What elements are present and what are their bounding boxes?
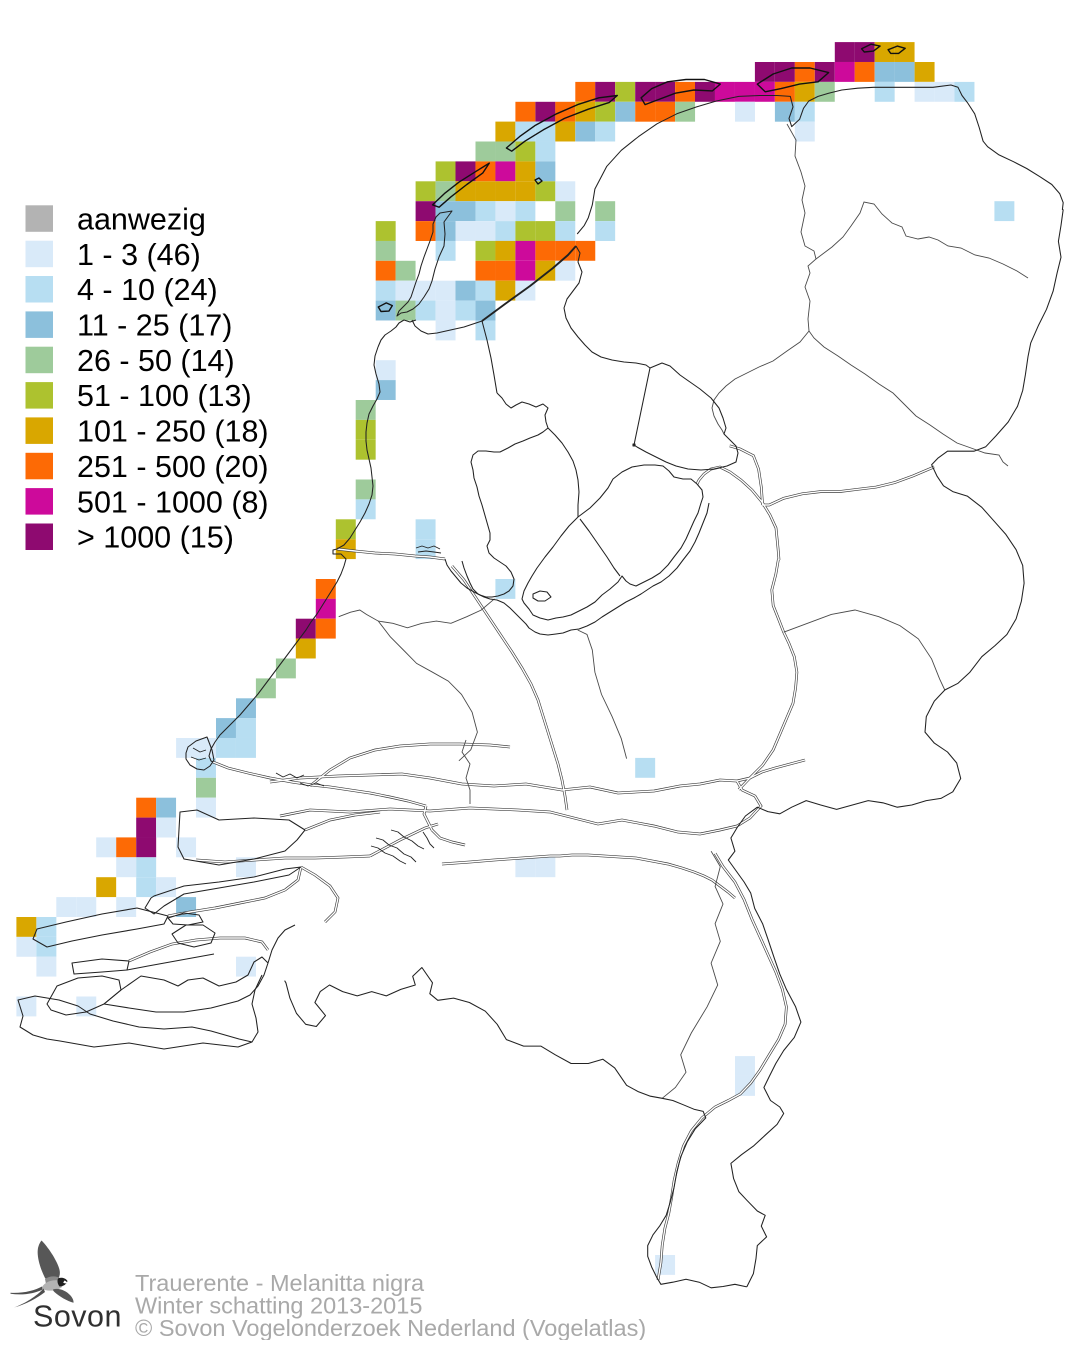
svg-text:251 - 500 (20): 251 - 500 (20) bbox=[77, 450, 269, 484]
svg-text:101 - 250 (18): 101 - 250 (18) bbox=[77, 415, 269, 449]
svg-text:Trauerente - Melanitta nigra: Trauerente - Melanitta nigra bbox=[135, 1270, 425, 1296]
svg-text:11 - 25 (17): 11 - 25 (17) bbox=[77, 309, 232, 343]
svg-text:> 1000 (15): > 1000 (15) bbox=[77, 521, 234, 555]
svg-text:26 - 50 (14): 26 - 50 (14) bbox=[77, 344, 235, 378]
svg-text:1 - 3 (46): 1 - 3 (46) bbox=[77, 238, 201, 272]
svg-text:© Sovon Vogelonderzoek Nederla: © Sovon Vogelonderzoek Nederland (Vogela… bbox=[135, 1315, 646, 1340]
svg-text:501 - 1000 (8): 501 - 1000 (8) bbox=[77, 485, 269, 519]
svg-text:Sovon: Sovon bbox=[33, 1300, 122, 1334]
svg-text:4 - 10 (24): 4 - 10 (24) bbox=[77, 273, 218, 307]
svg-text:Winter schatting 2013-2015: Winter schatting 2013-2015 bbox=[135, 1293, 422, 1319]
svg-text:aanwezig: aanwezig bbox=[77, 203, 206, 237]
svg-text:51 - 100 (13): 51 - 100 (13) bbox=[77, 379, 252, 413]
